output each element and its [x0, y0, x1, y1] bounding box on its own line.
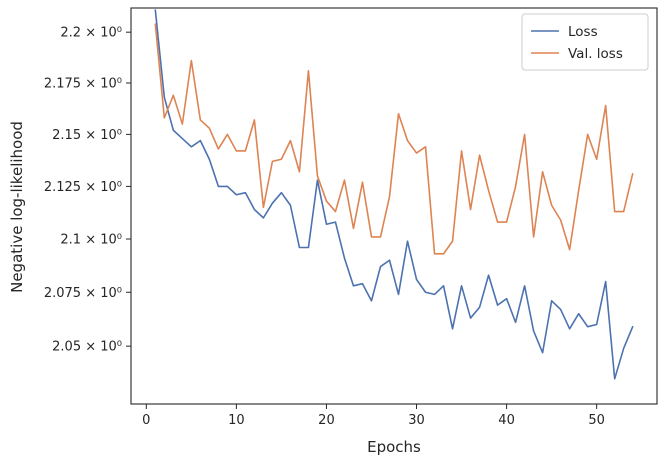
x-tick-label: 40: [498, 413, 515, 428]
y-tick-label: 2.05 × 10⁰: [52, 340, 122, 355]
plot-area: [130, 7, 658, 405]
y-tick-label: 2.075 × 10⁰: [44, 286, 122, 301]
x-tick-label: 0: [142, 413, 150, 428]
x-axis-label: Epochs: [367, 438, 421, 456]
x-axis-ticks: 0 10 20 30 40 50: [142, 404, 605, 428]
y-tick-label: 2.1 × 10⁰: [60, 233, 122, 248]
series-line-val-loss: [154, 23, 634, 255]
y-axis-label: Negative log-likelihood: [8, 121, 26, 293]
plot-frame: [130, 7, 658, 405]
legend: Loss Val. loss: [521, 13, 649, 71]
y-tick-label: 2.2 × 10⁰: [60, 26, 122, 41]
x-tick-label: 30: [408, 413, 425, 428]
plot-background: [131, 8, 657, 404]
x-tick-label: 20: [318, 413, 335, 428]
series-line-loss: [154, 9, 634, 380]
legend-entry: Val. loss: [568, 46, 623, 62]
y-axis-ticks: 2.05 × 10⁰ 2.075 × 10⁰ 2.1 × 10⁰ 2.125 × 10…: [44, 26, 131, 355]
x-tick-label: 10: [228, 413, 245, 428]
legend-box: [521, 13, 649, 71]
x-tick-label: 50: [588, 413, 605, 428]
y-tick-label: 2.175 × 10⁰: [44, 76, 122, 91]
y-tick-label: 2.15 × 10⁰: [52, 128, 122, 143]
y-tick-label: 2.125 × 10⁰: [44, 180, 122, 195]
legend-entry: Loss: [568, 24, 598, 40]
